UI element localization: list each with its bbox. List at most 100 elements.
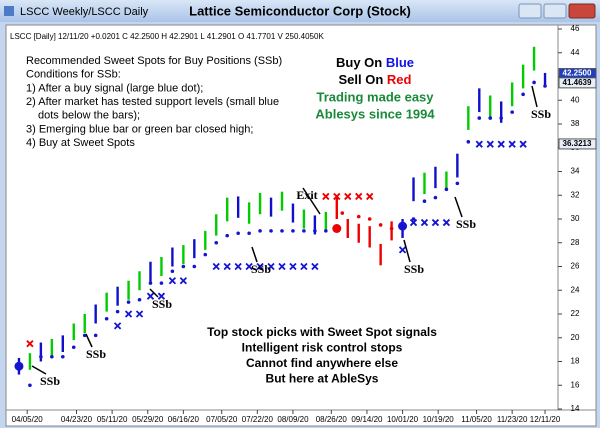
x-tick-label: 05/29/20 bbox=[132, 415, 164, 424]
stop-dot bbox=[324, 229, 328, 233]
x-tick-label: 09/14/20 bbox=[351, 415, 383, 424]
x-marker bbox=[113, 322, 122, 330]
x-marker bbox=[278, 262, 286, 271]
y-tick-label: 22 bbox=[571, 309, 580, 318]
annotation-arrow bbox=[531, 85, 538, 108]
annotation-arrow bbox=[302, 187, 321, 215]
note-line: 3) Emerging blue bar or green bar closed… bbox=[26, 123, 253, 135]
annotation-arrow bbox=[454, 196, 463, 218]
annotation-arrow bbox=[251, 246, 258, 263]
annotation-label: SSb bbox=[404, 262, 424, 276]
y-tick-label: 16 bbox=[571, 380, 580, 389]
window-title: Lattice Semiconductor Corp (Stock) bbox=[189, 3, 411, 18]
signal-dot bbox=[332, 224, 342, 233]
stop-dot bbox=[466, 140, 471, 144]
annotation-label: SSb bbox=[40, 374, 60, 388]
maximize-button[interactable] bbox=[543, 3, 567, 19]
y-tick-label: 40 bbox=[571, 95, 580, 104]
annotation-label: SSb bbox=[531, 107, 551, 121]
x-marker bbox=[333, 192, 341, 201]
x-tick-label: 12/11/20 bbox=[530, 415, 561, 424]
note-line: 2) After market has tested support level… bbox=[26, 96, 279, 108]
title-bar bbox=[0, 0, 600, 22]
y-tick-label: 34 bbox=[571, 167, 580, 176]
note-line: Conditions for SSb: bbox=[26, 69, 121, 81]
x-marker bbox=[344, 192, 352, 201]
stop-dot bbox=[499, 116, 504, 120]
y-tick-label: 44 bbox=[571, 48, 580, 57]
stop-dot bbox=[389, 226, 394, 231]
stop-dot bbox=[291, 229, 295, 233]
close-button[interactable] bbox=[568, 3, 596, 19]
stop-dot bbox=[433, 195, 438, 200]
annotation-arrow bbox=[85, 333, 93, 348]
x-marker bbox=[398, 246, 407, 254]
y-tick-label: 14 bbox=[571, 404, 580, 413]
stop-dot bbox=[104, 316, 109, 321]
stop-dot bbox=[39, 354, 43, 359]
stop-dot bbox=[280, 229, 284, 233]
stop-dot bbox=[477, 116, 482, 120]
x-tick-label: 06/16/20 bbox=[168, 415, 200, 424]
stop-dot bbox=[543, 84, 547, 88]
x-tick-label: 11/05/20 bbox=[461, 415, 492, 424]
plot-area bbox=[5, 24, 559, 411]
x-tick-label: 10/01/20 bbox=[387, 415, 419, 424]
note-line: Recommended Sweet Spots for Buy Position… bbox=[26, 55, 282, 67]
promo-buy-color: Blue bbox=[386, 55, 414, 70]
y-tick-label: 24 bbox=[571, 285, 580, 294]
x-marker bbox=[519, 140, 527, 148]
price-marker-label: 41.4639 bbox=[563, 78, 592, 87]
stop-dot bbox=[236, 231, 240, 236]
stop-dot bbox=[422, 199, 427, 203]
footer-line: But here at AbleSys bbox=[266, 372, 379, 386]
promo-line: Ablesys since 1994 bbox=[315, 106, 435, 121]
stop-dot bbox=[532, 80, 536, 85]
stop-dot bbox=[269, 229, 273, 233]
x-marker bbox=[26, 340, 34, 348]
x-marker bbox=[409, 218, 418, 227]
x-marker bbox=[311, 262, 319, 271]
stop-dot bbox=[115, 309, 120, 314]
promo-sell-color: Red bbox=[387, 72, 412, 87]
annotation-label: SSb bbox=[152, 297, 172, 311]
annotation-arrow bbox=[403, 239, 411, 263]
x-marker bbox=[234, 262, 242, 271]
y-tick-label: 46 bbox=[571, 24, 580, 33]
x-marker bbox=[442, 218, 451, 227]
promo-buy-text: Buy On bbox=[336, 55, 386, 70]
x-marker bbox=[366, 192, 374, 201]
annotation-label: Exit bbox=[296, 188, 317, 202]
y-tick-label: 26 bbox=[571, 262, 580, 271]
minimize-button[interactable] bbox=[518, 3, 542, 19]
stop-dot bbox=[302, 229, 306, 233]
price-marker-label: 36.3213 bbox=[563, 139, 592, 148]
stop-dot bbox=[313, 229, 317, 233]
stop-dot bbox=[159, 281, 164, 285]
promo-sell: Sell On Red bbox=[339, 72, 412, 87]
note-line: 1) After a buy signal (large blue dot); bbox=[26, 82, 203, 94]
x-marker bbox=[420, 218, 429, 227]
stop-dot bbox=[488, 116, 493, 120]
stop-dot bbox=[181, 264, 186, 269]
x-tick-label: 11/23/20 bbox=[497, 415, 528, 424]
stop-dot bbox=[356, 214, 361, 219]
promo-buy: Buy On Blue bbox=[336, 55, 414, 70]
y-tick-label: 18 bbox=[571, 357, 580, 366]
footer-line: Cannot find anywhere else bbox=[246, 356, 398, 370]
x-marker bbox=[267, 262, 275, 271]
stop-dot bbox=[61, 354, 65, 359]
signal-dot bbox=[14, 361, 24, 371]
x-tick-label: 05/11/20 bbox=[97, 415, 128, 424]
x-tick-label: 10/19/20 bbox=[423, 415, 455, 424]
stop-dot bbox=[367, 217, 372, 221]
price-axis bbox=[557, 24, 597, 411]
stop-dot bbox=[378, 223, 383, 227]
y-tick-label: 28 bbox=[571, 238, 580, 247]
stop-dot bbox=[258, 229, 262, 233]
x-tick-label: 08/09/20 bbox=[277, 415, 309, 424]
stop-dot bbox=[170, 269, 175, 274]
info-line: LSCC [Daily] 12/11/20 +0.0201 C 42.2500 … bbox=[10, 32, 324, 41]
x-marker bbox=[475, 140, 483, 148]
